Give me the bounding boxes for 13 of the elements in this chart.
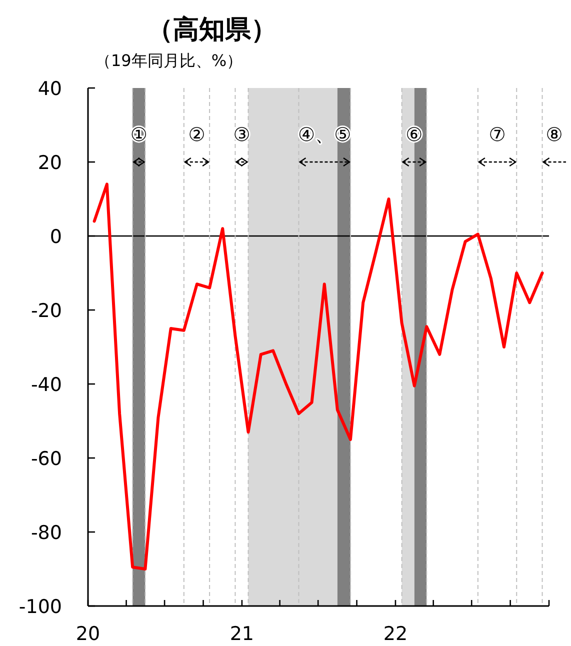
ytick: -20 (30, 300, 62, 322)
xtick: 22 (383, 623, 408, 645)
ytick: -100 (18, 596, 62, 618)
subtitle: （19年同月比、%） (95, 51, 243, 70)
xtick: 21 (230, 623, 254, 645)
ytick: -80 (30, 522, 62, 544)
ytick: 40 (38, 78, 62, 100)
ytick: -40 (30, 374, 62, 396)
ytick: -60 (30, 448, 62, 470)
title: （高知県） (147, 15, 277, 45)
xtick: 20 (76, 623, 100, 645)
ytick: 0 (50, 226, 62, 248)
ytick: 20 (38, 152, 62, 174)
